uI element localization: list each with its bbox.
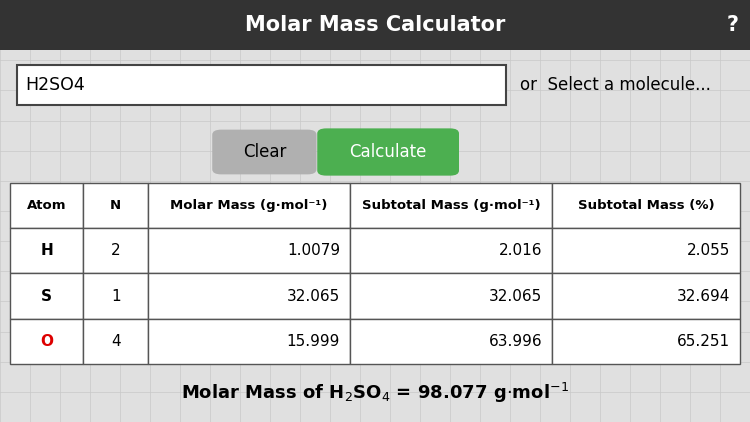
Text: Atom: Atom: [27, 199, 66, 212]
Text: Molar Mass Calculator: Molar Mass Calculator: [244, 15, 506, 35]
FancyBboxPatch shape: [350, 228, 552, 273]
FancyBboxPatch shape: [552, 183, 740, 228]
FancyBboxPatch shape: [350, 319, 552, 364]
FancyBboxPatch shape: [212, 130, 316, 174]
FancyBboxPatch shape: [317, 128, 459, 176]
Text: 32.065: 32.065: [286, 289, 340, 304]
Text: Molar Mass (g·mol⁻¹): Molar Mass (g·mol⁻¹): [170, 199, 328, 212]
Text: 4: 4: [111, 334, 121, 349]
FancyBboxPatch shape: [0, 0, 750, 50]
Text: H: H: [40, 243, 53, 258]
FancyBboxPatch shape: [83, 273, 148, 319]
Text: 32.694: 32.694: [677, 289, 730, 304]
Text: Clear: Clear: [243, 143, 286, 161]
Text: N: N: [110, 199, 122, 212]
FancyBboxPatch shape: [10, 319, 83, 364]
FancyBboxPatch shape: [10, 273, 83, 319]
FancyBboxPatch shape: [148, 319, 350, 364]
FancyBboxPatch shape: [552, 273, 740, 319]
FancyBboxPatch shape: [10, 228, 83, 273]
Text: or  Select a molecule...: or Select a molecule...: [520, 76, 711, 94]
Text: 1.0079: 1.0079: [287, 243, 340, 258]
Text: H2SO4: H2SO4: [26, 76, 86, 94]
Text: 15.999: 15.999: [286, 334, 340, 349]
Text: 65.251: 65.251: [677, 334, 730, 349]
FancyBboxPatch shape: [148, 273, 350, 319]
Text: S: S: [41, 289, 52, 304]
Text: O: O: [40, 334, 53, 349]
FancyBboxPatch shape: [16, 65, 506, 105]
FancyBboxPatch shape: [350, 183, 552, 228]
Text: ?: ?: [727, 15, 739, 35]
Text: 2.055: 2.055: [687, 243, 730, 258]
Text: 1: 1: [111, 289, 121, 304]
FancyBboxPatch shape: [148, 228, 350, 273]
Text: Molar Mass of H$_2$SO$_4$ = 98.077 g$\cdot$mol$^{-1}$: Molar Mass of H$_2$SO$_4$ = 98.077 g$\cd…: [181, 381, 569, 405]
FancyBboxPatch shape: [83, 228, 148, 273]
FancyBboxPatch shape: [148, 183, 350, 228]
Text: Calculate: Calculate: [350, 143, 427, 161]
FancyBboxPatch shape: [10, 183, 83, 228]
FancyBboxPatch shape: [83, 183, 148, 228]
Text: 63.996: 63.996: [488, 334, 542, 349]
Text: 2.016: 2.016: [499, 243, 542, 258]
Text: 2: 2: [111, 243, 121, 258]
FancyBboxPatch shape: [83, 319, 148, 364]
Text: Subtotal Mass (g·mol⁻¹): Subtotal Mass (g·mol⁻¹): [362, 199, 540, 212]
FancyBboxPatch shape: [552, 319, 740, 364]
FancyBboxPatch shape: [350, 273, 552, 319]
Text: 32.065: 32.065: [489, 289, 542, 304]
FancyBboxPatch shape: [552, 228, 740, 273]
Text: Subtotal Mass (%): Subtotal Mass (%): [578, 199, 714, 212]
